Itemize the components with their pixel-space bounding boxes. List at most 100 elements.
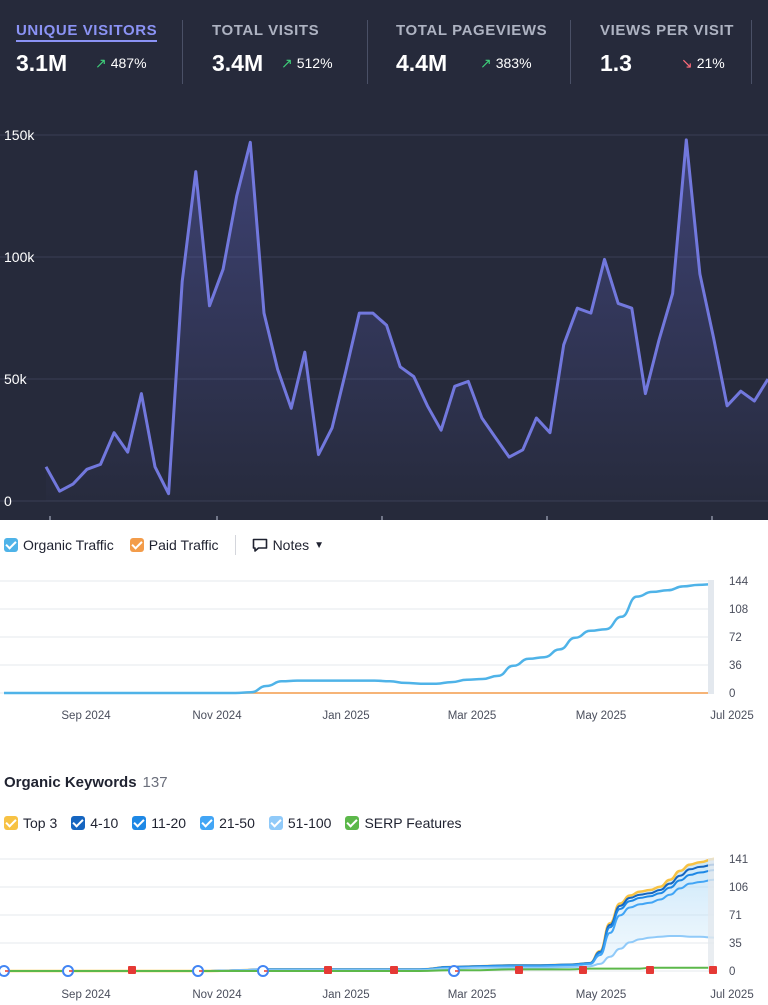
legend-label: Top 3 [23, 815, 58, 831]
legend-label: Paid Traffic [148, 537, 219, 553]
y-tick-label: 72 [729, 632, 742, 644]
x-tick-label: Jan 2025 [322, 710, 369, 722]
current-period-band [708, 858, 714, 972]
x-tick-label: Jul 2025 [710, 989, 753, 1001]
google-update-icon [257, 965, 269, 977]
visitors-area [46, 139, 768, 501]
flag-icon [324, 966, 332, 974]
arrow-up-icon: ↗ [480, 55, 492, 71]
google-update-icon [62, 965, 74, 977]
y-tick-label: 71 [729, 910, 742, 922]
keywords-count: 137 [142, 774, 168, 791]
checkbox-icon[interactable] [4, 816, 18, 830]
notes-label: Notes [272, 537, 310, 553]
divider [367, 20, 368, 84]
checkbox-icon[interactable] [345, 816, 360, 830]
keywords-chart: 141 106 71 35 0 Sep 2024 Nov 2024 Jan 2025 Mar … [0, 854, 754, 1001]
flag-icon [515, 966, 523, 974]
divider [751, 20, 752, 84]
checkbox-icon[interactable] [129, 538, 144, 552]
metric-label: TOTAL VISITS [212, 22, 320, 39]
flag-icon [709, 966, 717, 974]
metric-total-visits[interactable]: TOTAL VISITS 3.4M ↗ 512% [183, 0, 367, 96]
legend-label: 4-10 [90, 815, 119, 831]
legend-organic-traffic[interactable]: Organic Traffic [4, 537, 114, 553]
flag-icon [579, 966, 587, 974]
x-tick-label: May 2025 [576, 710, 627, 722]
metric-value: 4.4M [396, 50, 448, 76]
metric-change: 487% [110, 55, 147, 71]
y-tick-label: 141 [729, 854, 748, 866]
x-tick-label: May 2025 [576, 989, 627, 1001]
y-tick-label: 0 [729, 688, 735, 700]
flag-icon [128, 966, 136, 974]
metric-unique-visitors[interactable]: UNIQUE VISITORS 3.1M ↗ 487% [0, 0, 182, 96]
legend-serp-features[interactable]: SERP Features [345, 815, 461, 831]
metric-label: UNIQUE VISITORS [16, 22, 158, 42]
flag-icon [646, 966, 654, 974]
arrow-up-icon: ↗ [95, 55, 107, 71]
chevron-down-icon: ▼ [314, 539, 325, 551]
google-update-icon [0, 965, 10, 977]
metric-change: 512% [296, 55, 333, 71]
y-tick-label: 0 [4, 493, 12, 509]
traffic-chart: 144 108 72 36 0 Sep 2024 Nov 2024 Jan 2025 Mar … [0, 576, 754, 722]
checkbox-icon[interactable] [4, 538, 18, 552]
arrow-up-icon: ↗ [281, 55, 293, 71]
metric-total-pageviews[interactable]: TOTAL PAGEVIEWS 4.4M ↗ 383% [368, 0, 570, 96]
y-tick-label: 106 [729, 882, 748, 894]
x-tick-label: Sep 2024 [61, 989, 111, 1001]
x-tick-label: Jan 2025 [322, 989, 369, 1001]
legend-paid-traffic[interactable]: Paid Traffic [129, 537, 219, 553]
divider [570, 20, 571, 84]
legend-label: SERP Features [364, 815, 462, 831]
y-tick-label: 35 [729, 938, 742, 950]
checkbox-icon[interactable] [268, 816, 283, 830]
legend-label: 51-100 [287, 815, 332, 831]
y-tick-label: 150k [4, 127, 35, 143]
legend-top3[interactable]: Top 3 [4, 815, 57, 831]
x-tick-label: Mar 2025 [448, 710, 497, 722]
legend-label: 21-50 [219, 815, 255, 831]
y-tick-label: 50k [4, 371, 28, 387]
notes-dropdown[interactable]: Notes ▼ [252, 537, 324, 553]
legend-11-20[interactable]: 11-20 [132, 815, 186, 831]
metric-value: 3.1M [16, 50, 68, 76]
keywords-title: Organic Keywords [4, 774, 137, 791]
google-update-icon [448, 965, 460, 977]
visitors-panel: 150k 100k 50k 0 UNIQUE VISITORS 3.1M ↗ 487% … [0, 0, 768, 520]
legend-51-100[interactable]: 51-100 [268, 815, 332, 831]
current-period-band [708, 580, 714, 694]
visitors-line [44, 138, 768, 496]
legend-label: 11-20 [151, 815, 187, 831]
metric-views-per-visit[interactable]: VIEWS PER VISIT 1.3 ↘ 21% [571, 0, 751, 96]
checkbox-icon[interactable] [132, 816, 147, 830]
divider [182, 20, 183, 84]
x-tick-label: Mar 2025 [448, 989, 497, 1001]
legend-label: Organic Traffic [23, 537, 114, 553]
series-line-serp-features [0, 966, 714, 972]
legend-4-10[interactable]: 4-10 [71, 815, 118, 831]
notes-icon [252, 538, 267, 552]
y-tick-label: 108 [729, 604, 748, 616]
divider [234, 535, 236, 555]
google-update-icon [192, 965, 204, 977]
metric-label: TOTAL PAGEVIEWS [396, 22, 548, 39]
x-tick-label: Sep 2024 [61, 710, 111, 722]
x-tick-label: Nov 2024 [192, 989, 242, 1001]
metric-value: 1.3 [600, 50, 632, 76]
checkbox-icon[interactable] [200, 816, 215, 830]
y-tick-label: 100k [4, 249, 35, 265]
arrow-down-icon: ↘ [681, 55, 693, 71]
organic-traffic-line [3, 582, 715, 695]
y-tick-label: 36 [729, 660, 742, 672]
flag-icon [390, 966, 398, 974]
traffic-legend: Organic Traffic Paid Traffic Notes ▼ [4, 535, 324, 555]
metric-change: 21% [696, 55, 725, 71]
keywords-legend: Top 3 4-10 11-20 21-50 51-100 SERP Featu… [4, 815, 477, 831]
checkbox-icon[interactable] [71, 816, 86, 830]
y-tick-label: 0 [729, 966, 735, 978]
legend-21-50[interactable]: 21-50 [200, 815, 255, 831]
x-tick-label: Jul 2025 [710, 710, 753, 722]
metric-label: VIEWS PER VISIT [600, 22, 735, 39]
